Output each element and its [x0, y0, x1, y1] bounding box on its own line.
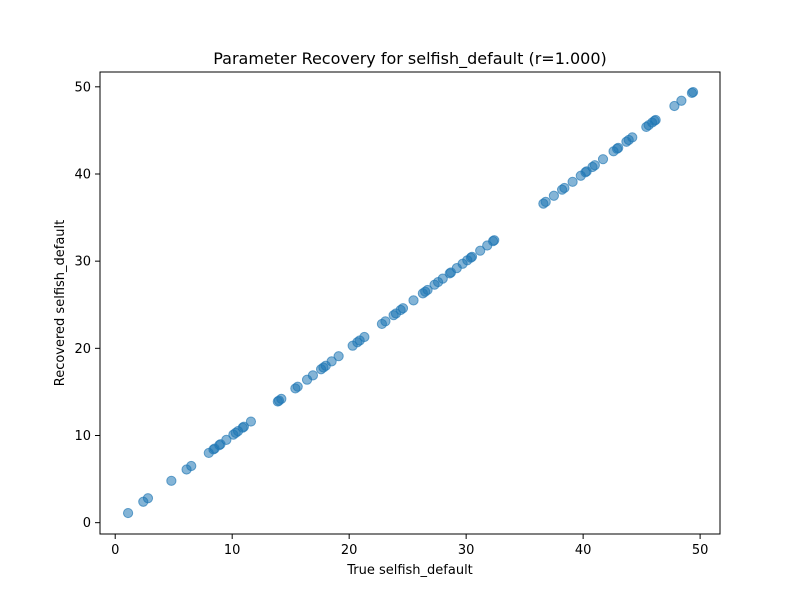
data-point [408, 295, 419, 306]
data-point [548, 190, 559, 201]
data-points [122, 86, 699, 519]
x-axis-label: True selfish_default [346, 563, 473, 578]
data-point [650, 114, 661, 126]
x-tick-label: 20 [341, 543, 358, 558]
data-point [186, 460, 197, 472]
data-point [627, 132, 638, 143]
data-point [687, 86, 699, 98]
y-tick-label: 0 [83, 516, 91, 531]
x-tick-label: 30 [458, 543, 475, 558]
data-point [238, 421, 249, 432]
data-point [669, 100, 680, 112]
data-point [422, 284, 433, 296]
data-point [597, 154, 609, 165]
data-point [475, 245, 486, 256]
x-axis: 0 10 20 30 40 50 [111, 534, 708, 558]
data-point [466, 251, 478, 262]
data-point [437, 273, 448, 284]
data-point [589, 160, 600, 171]
data-point [245, 416, 257, 427]
x-tick-label: 0 [111, 543, 119, 558]
data-point [397, 303, 409, 314]
data-point [276, 393, 287, 404]
data-point [380, 316, 391, 327]
y-tick-label: 50 [74, 80, 91, 95]
x-tick-label: 50 [692, 543, 709, 558]
data-point [307, 370, 319, 381]
data-point [489, 235, 500, 246]
x-tick-label: 10 [224, 543, 241, 558]
data-point [292, 381, 303, 392]
data-point [221, 434, 232, 445]
data-point [166, 475, 177, 486]
data-point [540, 196, 551, 207]
plot-frame [99, 71, 721, 535]
chart-title: Parameter Recovery for selfish_default (… [213, 49, 607, 69]
y-tick-label: 30 [74, 255, 91, 270]
y-tick-label: 10 [74, 429, 91, 444]
data-point [142, 493, 154, 504]
y-tick-label: 20 [74, 342, 91, 357]
y-axis: 0 10 20 30 40 50 [74, 80, 100, 531]
y-tick-label: 40 [74, 167, 91, 182]
data-point [567, 176, 578, 187]
data-point [359, 331, 370, 343]
data-point [326, 356, 337, 367]
data-point [613, 142, 624, 153]
y-axis-label: Recovered selfish_default [53, 220, 68, 387]
data-point [122, 507, 134, 519]
data-point [333, 351, 344, 362]
x-tick-label: 40 [575, 543, 592, 558]
data-point [559, 182, 570, 194]
data-point [676, 95, 687, 106]
